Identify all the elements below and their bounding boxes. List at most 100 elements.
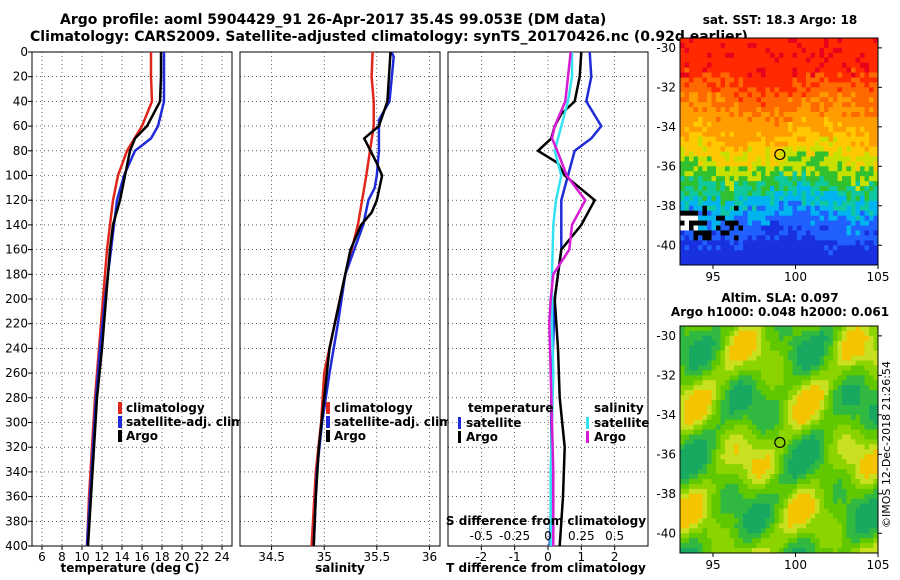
map-cell	[689, 171, 694, 177]
map-cell	[707, 434, 712, 440]
y-tick-label: 120	[5, 193, 28, 207]
map-cell	[810, 474, 816, 480]
map-cell	[743, 141, 748, 147]
map-cell	[860, 533, 865, 539]
map-cell	[693, 498, 699, 505]
map-cell	[815, 474, 820, 480]
map-cell	[702, 360, 708, 366]
map-cell	[761, 503, 766, 509]
map-cell	[702, 102, 708, 108]
map-cell	[869, 340, 874, 347]
map-cell	[837, 121, 843, 128]
map-cell	[846, 350, 852, 356]
map-cell	[765, 503, 771, 509]
map-cell	[752, 395, 757, 401]
map-cell	[747, 131, 753, 138]
map-cell	[779, 493, 784, 500]
map-cell	[869, 360, 874, 366]
map-cell	[707, 260, 712, 266]
map-cell	[734, 77, 739, 83]
map-cell	[765, 523, 771, 529]
map-cell	[720, 102, 726, 108]
map-cell	[684, 97, 690, 103]
map-cell	[738, 330, 744, 337]
map-cell	[810, 156, 816, 162]
map-cell	[815, 151, 820, 157]
map-cell	[693, 326, 699, 332]
map-cell	[734, 190, 739, 197]
map-cell	[716, 380, 721, 386]
map-cell	[792, 77, 798, 83]
map-cell	[693, 414, 699, 421]
map-cell	[869, 97, 874, 103]
map-cell	[801, 498, 807, 505]
map-cell	[720, 131, 726, 138]
map-cell	[824, 395, 829, 401]
map-cell	[752, 360, 757, 366]
map-cell	[684, 240, 690, 246]
map-cell	[833, 469, 838, 475]
map-cell	[725, 434, 730, 440]
map-cell	[846, 245, 852, 251]
map-cell	[860, 186, 865, 192]
map-cell	[747, 156, 753, 162]
map-cell	[743, 235, 748, 241]
map-cell	[707, 38, 712, 44]
map-cell	[738, 414, 744, 421]
map-cell	[792, 345, 798, 352]
map-cell	[747, 478, 753, 485]
map-cell	[698, 444, 703, 450]
map-cell	[770, 47, 775, 54]
map-cell	[761, 151, 766, 157]
map-cell	[747, 350, 753, 356]
map-cell	[698, 439, 703, 445]
map-cell	[779, 375, 784, 381]
map-cell	[707, 67, 712, 73]
map-cell	[684, 395, 690, 401]
map-cell	[756, 365, 762, 371]
map-cell	[680, 370, 685, 376]
map-cell	[792, 350, 798, 356]
map-cell	[837, 116, 843, 123]
map-cell	[761, 483, 766, 490]
map-cell	[765, 518, 771, 524]
map-cell	[738, 235, 744, 241]
map-cell	[864, 326, 870, 332]
map-cell	[860, 131, 865, 138]
map-cell	[801, 365, 807, 371]
map-cell	[851, 365, 856, 371]
map-cell	[716, 260, 721, 266]
map-cell	[788, 409, 793, 416]
map-cell	[797, 409, 802, 416]
map-cell	[815, 82, 820, 88]
title-line-2: Climatology: CARS2009. Satellite-adjuste…	[30, 29, 748, 45]
map-cell	[851, 543, 856, 549]
map-cell	[873, 126, 879, 133]
map-cell	[828, 47, 834, 54]
map-cell	[707, 498, 712, 505]
map-cell	[842, 186, 847, 192]
map-cell	[869, 171, 874, 177]
map-cell	[810, 195, 816, 202]
map-cell	[851, 464, 856, 470]
map-cell	[797, 419, 802, 426]
map-cell	[810, 92, 816, 98]
map-cell	[806, 161, 811, 167]
map-cell	[693, 161, 699, 167]
map-cell	[837, 355, 843, 361]
map-cell	[801, 176, 807, 182]
map-cell	[824, 355, 829, 361]
map-cell	[864, 171, 870, 177]
map-cell	[716, 326, 721, 332]
map-cell	[779, 166, 784, 172]
map-cell	[851, 395, 856, 401]
map-cell	[810, 483, 816, 490]
map-cell	[819, 107, 825, 113]
map-cell	[729, 255, 735, 261]
map-cell	[864, 400, 870, 406]
map-cell	[707, 390, 712, 396]
map-cell	[824, 454, 829, 460]
map-cell	[707, 429, 712, 435]
map-cell	[819, 42, 825, 49]
map-cell	[684, 131, 690, 138]
